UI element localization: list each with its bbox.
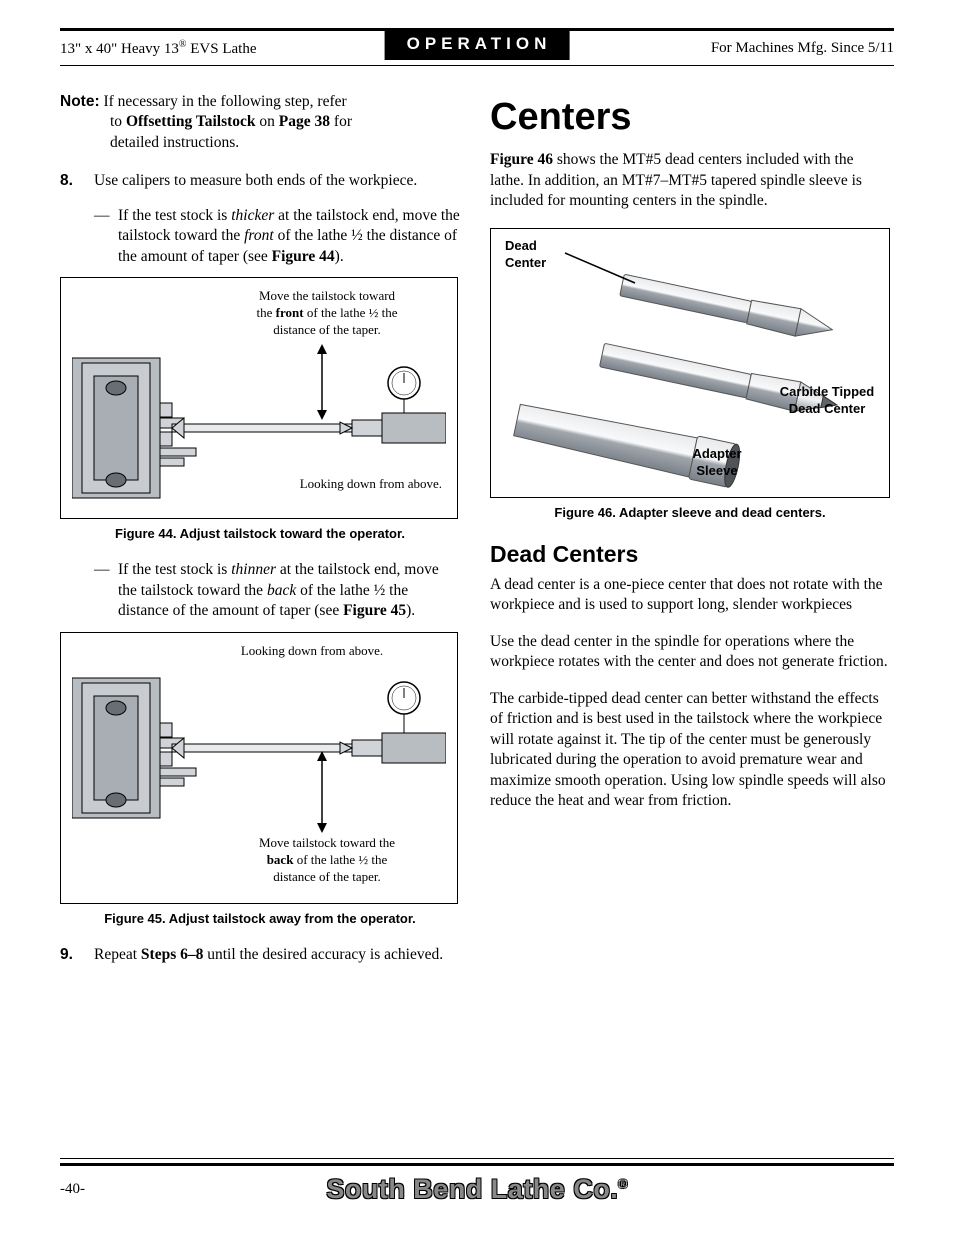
- figure-45-diagram: Looking down from above.: [72, 643, 446, 893]
- figure-45: Looking down from above.: [60, 632, 458, 904]
- page-footer: -40- South Bend Lathe Co.®: [60, 1158, 894, 1205]
- centers-intro: Figure 46 shows the MT#5 dead centers in…: [490, 150, 890, 211]
- footer-rule: [60, 1158, 894, 1166]
- header-right-text: For Machines Mfg. Since 5/11: [711, 40, 894, 57]
- note-block: Note: If necessary in the following step…: [60, 92, 460, 153]
- step-9: 9. Repeat Steps 6–8 until the desired ac…: [60, 945, 460, 965]
- page-header: 13" x 40" Heavy 13® EVS Lathe OPERATION …: [60, 28, 894, 66]
- heading-dead-centers: Dead Centers: [490, 539, 890, 569]
- sub-body: If the test stock is thinner at the tail…: [118, 560, 460, 621]
- step-body: Repeat Steps 6–8 until the desired accur…: [94, 945, 460, 965]
- dead-centers-p3: The carbide-tipped dead center can bette…: [490, 689, 890, 812]
- dash-icon: —: [94, 206, 118, 267]
- brand-logo: South Bend Lathe Co.®: [326, 1174, 627, 1205]
- right-column: Centers Figure 46 shows the MT#5 dead ce…: [490, 92, 890, 979]
- note-text: If necessary in the following step, refe…: [103, 93, 346, 110]
- note-label: Note:: [60, 93, 100, 110]
- page-number: -40-: [60, 1181, 85, 1198]
- figure-45-caption: Figure 45. Adjust tailstock away from th…: [60, 910, 460, 927]
- heading-centers: Centers: [490, 92, 890, 142]
- step-number: 9.: [60, 945, 94, 965]
- sub-body: If the test stock is thicker at the tail…: [118, 206, 460, 267]
- figure-44-diagram: Move the tailstock toward the front of t…: [72, 288, 446, 508]
- step-number: 8.: [60, 171, 94, 191]
- dead-centers-p1: A dead center is a one-piece center that…: [490, 575, 890, 616]
- figure-46: DeadCenter Carbide TippedDead Center Ada…: [490, 228, 890, 498]
- figure-44-caption: Figure 44. Adjust tailstock toward the o…: [60, 525, 460, 542]
- header-left-text: 13" x 40" Heavy 13® EVS Lathe: [60, 39, 257, 58]
- figure-46-diagram: DeadCenter Carbide TippedDead Center Ada…: [497, 235, 885, 493]
- step-8: 8. Use calipers to measure both ends of …: [60, 171, 460, 191]
- left-column: Note: If necessary in the following step…: [60, 92, 460, 979]
- sub-item-thinner: — If the test stock is thinner at the ta…: [94, 560, 460, 621]
- dash-icon: —: [94, 560, 118, 621]
- dead-centers-p2: Use the dead center in the spindle for o…: [490, 632, 890, 673]
- figure-46-caption: Figure 46. Adapter sleeve and dead cente…: [490, 504, 890, 521]
- step-body: Use calipers to measure both ends of the…: [94, 171, 460, 191]
- header-section-badge: OPERATION: [385, 28, 570, 60]
- figure-44: Move the tailstock toward the front of t…: [60, 277, 458, 519]
- sub-item-thicker: — If the test stock is thicker at the ta…: [94, 206, 460, 267]
